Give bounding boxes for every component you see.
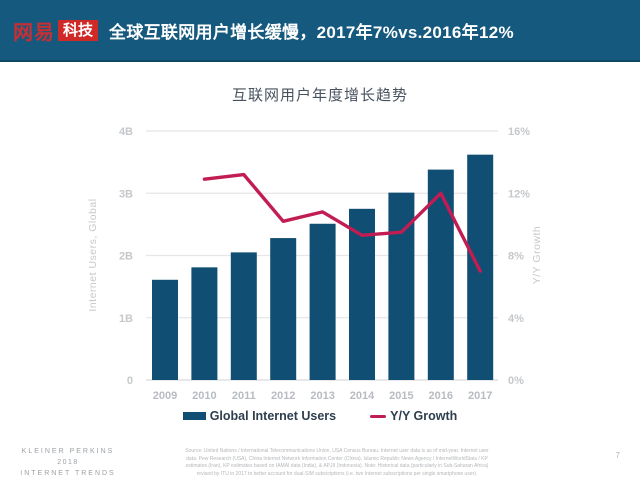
x-axis-label-2011: 2011 <box>232 390 256 402</box>
source-line-3: estimates (Iran), KP estimates based on … <box>185 463 489 469</box>
slide-title: 全球互联网用户增长缓慢，2017年7%vs.2016年12% <box>109 22 514 42</box>
right-axis-title: Y/Y Growth <box>531 226 543 285</box>
left-axis-tick-4B: 4B <box>119 126 133 138</box>
legend-bar-swatch <box>182 412 206 420</box>
x-axis-label-2012: 2012 <box>271 390 295 402</box>
chart-title: 互联网用户年度增长趋势 <box>231 87 408 104</box>
legend-line-label: Y/Y Growth <box>390 409 458 423</box>
left-axis-tick-2B: 2B <box>119 251 133 263</box>
bar-2017 <box>467 154 494 380</box>
x-axis-label-2017: 2017 <box>468 390 492 402</box>
tech-logo-badge: 科技 <box>58 19 99 41</box>
legend-line-swatch <box>370 414 387 418</box>
legend-bar-label: Global Internet Users <box>209 409 337 423</box>
bar-2009 <box>152 279 178 380</box>
bar-2016 <box>427 169 454 380</box>
bar-2010 <box>191 267 218 380</box>
source-line-4: revised by ITU in 2017 to better account… <box>196 470 478 477</box>
chart: 0 0% 1B 4% 2B 8% 3B 12% 4B 16% Internet Users, Glo… <box>87 126 543 402</box>
bar-2015 <box>388 192 415 380</box>
x-axis-label-2016: 2016 <box>429 390 453 402</box>
bar-2011 <box>230 252 257 380</box>
page-number: 7 <box>615 451 620 460</box>
brand-line-3: INTERNET TRENDS <box>20 469 116 477</box>
left-axis-tick-3B: 3B <box>119 188 133 200</box>
x-axis-label-2015: 2015 <box>389 390 413 402</box>
right-axis-tick-4%: 4% <box>508 313 524 325</box>
source-line-2: data: Pew Research (USA), China Internet… <box>186 455 488 462</box>
netease-logo-text: 网易 <box>13 21 55 44</box>
bar-2013 <box>309 223 336 380</box>
right-axis-tick-8%: 8% <box>508 251 524 263</box>
header-bar: 网易 科技 全球互联网用户增长缓慢，2017年7%vs.2016年12% <box>0 0 640 62</box>
brand-line-1: KLEINER PERKINS <box>21 448 115 455</box>
growth-line <box>202 172 482 273</box>
legend-item-bars: Global Internet Users <box>182 409 337 423</box>
x-axis-label-2009: 2009 <box>153 390 177 402</box>
left-axis-title: Internet Users, Global <box>87 198 99 311</box>
netease-tech-logo: 网易 科技 <box>13 16 99 45</box>
brand-line-2: 2018 <box>57 458 79 466</box>
x-axis-label-2013: 2013 <box>310 390 334 402</box>
left-axis-tick-0: 0 <box>127 375 133 387</box>
source-note: Source: United Nations / International T… <box>128 448 546 478</box>
bar-2012 <box>270 238 297 380</box>
right-axis-tick-0%: 0% <box>508 375 524 387</box>
left-axis-tick-1B: 1B <box>119 313 133 325</box>
kleiner-perkins-brand: KLEINER PERKINS 2018 INTERNET TRENDS <box>12 447 124 480</box>
source-line-1: Source: United Nations / International T… <box>185 448 489 454</box>
x-axis-label-2014: 2014 <box>350 390 375 402</box>
bar-2014 <box>349 208 375 380</box>
right-axis-tick-12%: 12% <box>508 188 530 200</box>
right-axis-tick-16%: 16% <box>508 126 530 138</box>
chart-legend: Global Internet Users Y/Y Growth <box>0 409 640 423</box>
x-axis-label-2010: 2010 <box>192 390 216 402</box>
legend-item-line: Y/Y Growth <box>370 409 457 423</box>
